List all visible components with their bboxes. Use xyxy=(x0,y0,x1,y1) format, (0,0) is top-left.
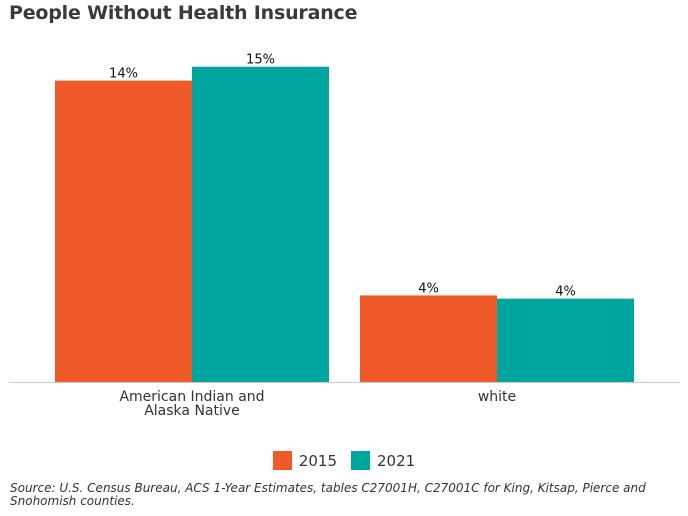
source-note: Source: U.S. Census Bureau, ACS 1-Year E… xyxy=(10,481,646,508)
category-label-0-1: Alaska Native xyxy=(144,403,240,419)
bar-2021-1[interactable] xyxy=(497,298,634,382)
data-label-2021-1: 4% xyxy=(555,285,576,300)
bar-2015-1[interactable] xyxy=(360,295,497,382)
bar-2021-0[interactable] xyxy=(192,66,329,382)
legend-label-2021: 2021 xyxy=(377,451,416,470)
legend: 2015 2021 xyxy=(0,451,688,470)
legend-item-2021[interactable]: 2021 xyxy=(351,451,415,470)
data-label-2015-1: 4% xyxy=(418,281,439,296)
legend-label-2015: 2015 xyxy=(298,451,337,470)
data-label-2015-0: 14% xyxy=(109,67,138,82)
category-label-1-0: white xyxy=(478,389,516,405)
chart-title: People Without Health Insurance xyxy=(9,2,358,24)
legend-swatch-2021 xyxy=(351,451,370,470)
bar-2015-0[interactable] xyxy=(55,80,192,383)
legend-item-2015[interactable]: 2015 xyxy=(272,451,337,470)
category-label-0-0: American Indian and xyxy=(119,389,264,405)
legend-swatch-2015 xyxy=(272,451,292,470)
data-label-2021-0: 15% xyxy=(246,53,275,68)
